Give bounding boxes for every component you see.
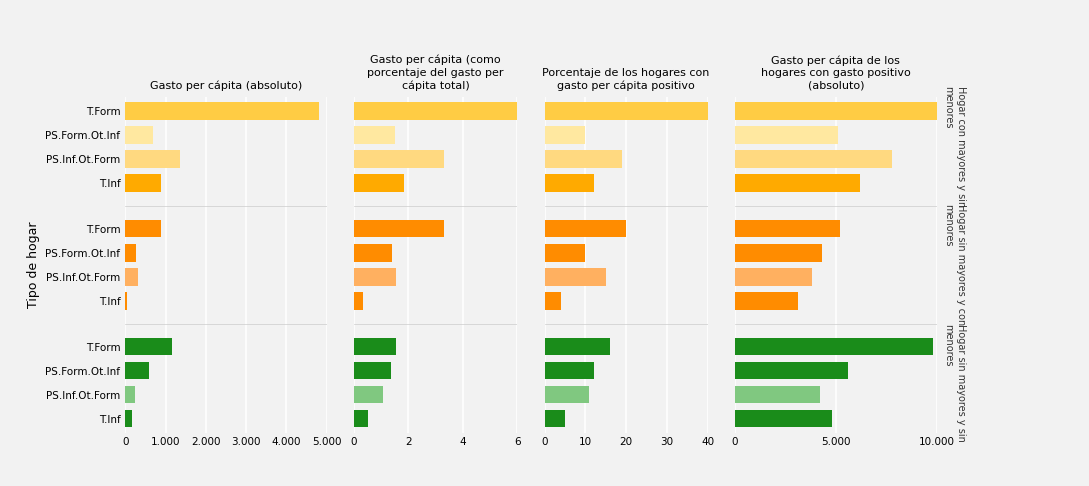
Bar xyxy=(735,410,832,427)
Text: Hogar sin mayores y con
menores: Hogar sin mayores y con menores xyxy=(943,204,966,326)
Title: Gasto per cápita de los
hogares con gasto positivo
(absoluto): Gasto per cápita de los hogares con gast… xyxy=(761,55,910,91)
Bar xyxy=(125,268,138,286)
Bar xyxy=(354,338,396,355)
Bar xyxy=(735,244,822,261)
Bar xyxy=(544,174,594,192)
Y-axis label: Tipo de hogar: Tipo de hogar xyxy=(27,222,40,308)
Bar xyxy=(544,126,586,144)
Bar xyxy=(544,410,565,427)
Bar xyxy=(354,292,364,310)
Bar xyxy=(544,244,586,261)
Bar xyxy=(735,151,892,168)
Bar xyxy=(354,268,396,286)
Text: Hogar con mayores y sin
menores: Hogar con mayores y sin menores xyxy=(943,87,966,208)
Bar xyxy=(544,386,589,403)
Bar xyxy=(544,103,708,120)
Bar xyxy=(544,151,622,168)
Bar xyxy=(354,103,531,120)
Bar xyxy=(735,174,860,192)
Bar xyxy=(354,244,392,261)
Bar xyxy=(735,338,932,355)
Bar xyxy=(125,103,319,120)
Bar xyxy=(735,126,837,144)
Bar xyxy=(125,386,135,403)
Bar xyxy=(544,268,605,286)
Bar xyxy=(354,151,444,168)
Bar xyxy=(354,220,444,238)
Title: Gasto per cápita (absoluto): Gasto per cápita (absoluto) xyxy=(150,80,302,91)
Bar xyxy=(735,268,811,286)
Bar xyxy=(354,410,368,427)
Bar xyxy=(125,126,154,144)
Bar xyxy=(544,220,626,238)
Bar xyxy=(354,386,382,403)
Bar xyxy=(544,362,594,379)
Bar xyxy=(735,386,820,403)
Bar xyxy=(354,126,394,144)
Bar xyxy=(125,410,132,427)
Bar xyxy=(735,220,840,238)
Title: Porcentaje de los hogares con
gasto per cápita positivo: Porcentaje de los hogares con gasto per … xyxy=(542,68,710,91)
Bar xyxy=(735,292,797,310)
Bar xyxy=(735,362,848,379)
Bar xyxy=(544,292,561,310)
Bar xyxy=(125,292,127,310)
Bar xyxy=(125,220,161,238)
Bar xyxy=(354,362,391,379)
Bar xyxy=(125,362,148,379)
Bar xyxy=(125,151,180,168)
Bar xyxy=(125,244,136,261)
Bar xyxy=(125,338,172,355)
Bar xyxy=(735,103,953,120)
Bar xyxy=(544,338,610,355)
Bar xyxy=(125,174,161,192)
Title: Gasto per cápita (como
porcentaje del gasto per
cápita total): Gasto per cápita (como porcentaje del ga… xyxy=(367,55,504,91)
Bar xyxy=(354,174,404,192)
Text: Hogar sin mayores y sin
menores: Hogar sin mayores y sin menores xyxy=(943,324,966,442)
